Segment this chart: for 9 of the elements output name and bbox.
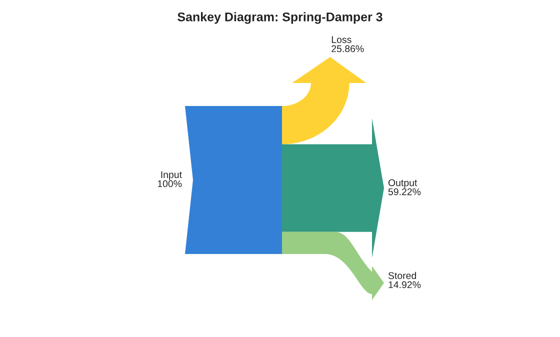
- category-label: Loss: [332, 36, 352, 44]
- category-label: Stored: [388, 272, 416, 280]
- category-label: Input: [161, 171, 182, 180]
- category-label: Output: [388, 179, 418, 188]
- data-label: 14.92%: [388, 281, 421, 288]
- data-label: 100%: [158, 180, 182, 188]
- data-label: 25.86%: [332, 45, 364, 52]
- data-label: 59.22%: [388, 188, 421, 196]
- text: Sankey Diagram: Spring-Damper 3: [178, 12, 382, 24]
